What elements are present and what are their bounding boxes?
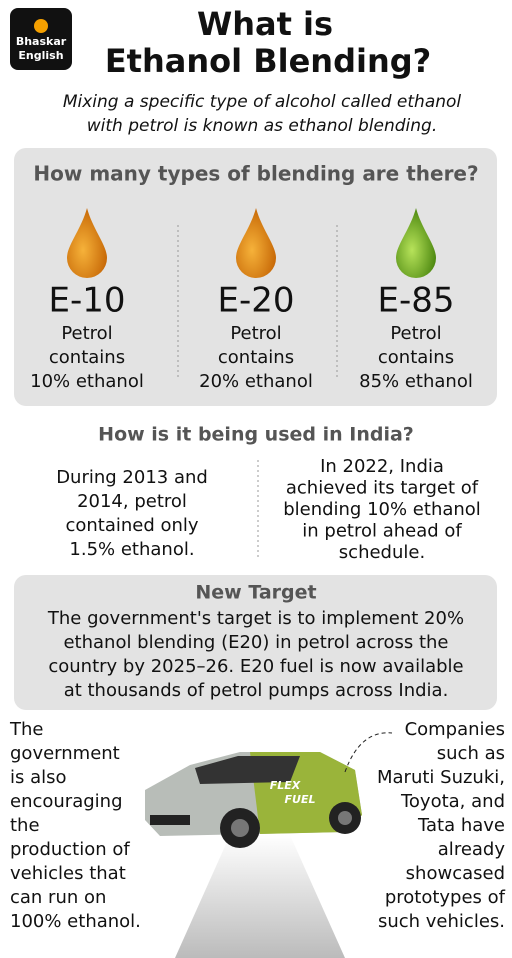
bottom-text: prototypes of — [385, 887, 506, 908]
title: Ethanol Blending? — [105, 42, 431, 80]
drop-icon — [396, 208, 436, 278]
type-label: E-10 — [48, 281, 125, 321]
india-text: achieved its target of — [286, 478, 479, 499]
bottom-text: encouraging — [10, 791, 123, 812]
type-label: E-20 — [217, 281, 294, 321]
india-text: During 2013 and — [56, 467, 208, 488]
target-panel — [14, 575, 497, 710]
type-description: contains — [378, 347, 454, 368]
car — [145, 752, 362, 848]
type-description: Petrol — [390, 323, 441, 344]
target-text: The government's target is to implement … — [47, 608, 464, 629]
bottom-text: Companies — [405, 719, 505, 740]
pointer — [344, 732, 393, 773]
bottom-text: government — [10, 743, 120, 764]
target-text: at thousands of petrol pumps across Indi… — [64, 680, 449, 701]
type-description: Petrol — [61, 323, 112, 344]
india-text: blending 10% ethanol — [283, 499, 481, 520]
type-description: contains — [218, 347, 294, 368]
bottom-text: such vehicles. — [378, 911, 505, 932]
bottom-text: showcased — [406, 863, 505, 884]
logo-box — [10, 8, 72, 70]
drop-icon — [236, 208, 276, 278]
section-heading: How is it being used in India? — [98, 424, 414, 446]
type-description: 85% ethanol — [359, 371, 473, 392]
logo-sun — [34, 19, 48, 33]
india-text: schedule. — [339, 542, 425, 563]
logo-text: Bhaskar — [16, 35, 67, 48]
bottom-text: already — [438, 839, 506, 860]
type-description: contains — [49, 347, 125, 368]
title: What is — [197, 5, 333, 43]
type-description: 10% ethanol — [30, 371, 144, 392]
target-text: ethanol blending (E20) in petrol across … — [63, 632, 448, 653]
bottom-text: The — [9, 719, 43, 740]
bottom-text: Toyota, and — [400, 791, 505, 812]
target-text: country by 2025–26. E20 fuel is now avai… — [48, 656, 463, 677]
bottom-text: Tata have — [417, 815, 505, 836]
target-heading: New Target — [195, 582, 316, 604]
car-text: FUEL — [285, 793, 316, 806]
bottom-text: the — [10, 815, 40, 836]
car-text: FLEX — [270, 779, 301, 792]
bottom-text: can run on — [10, 887, 106, 908]
bottom-text: such as — [437, 743, 505, 764]
india-text: 1.5% ethanol. — [69, 539, 194, 560]
type-description: Petrol — [230, 323, 281, 344]
india-text: contained only — [65, 515, 198, 536]
india-text: 2014, petrol — [77, 491, 187, 512]
bottom-text: is also — [10, 767, 67, 788]
logo-text: English — [18, 49, 63, 62]
road — [175, 835, 345, 958]
section-heading: How many types of blending are there? — [33, 162, 478, 186]
bottom-text: 100% ethanol. — [10, 911, 141, 932]
bottom-text: vehicles that — [10, 863, 126, 884]
subtitle: Mixing a specific type of alcohol called… — [63, 92, 462, 112]
bottom-text: Maruti Suzuki, — [377, 767, 505, 788]
drop-icon — [67, 208, 107, 278]
subtitle: with petrol is known as ethanol blending… — [87, 116, 438, 136]
india-text: In 2022, India — [320, 456, 444, 477]
type-description: 20% ethanol — [199, 371, 313, 392]
type-label: E-85 — [377, 281, 454, 321]
india-text: in petrol ahead of — [302, 521, 462, 542]
bottom-text: production of — [10, 839, 130, 860]
